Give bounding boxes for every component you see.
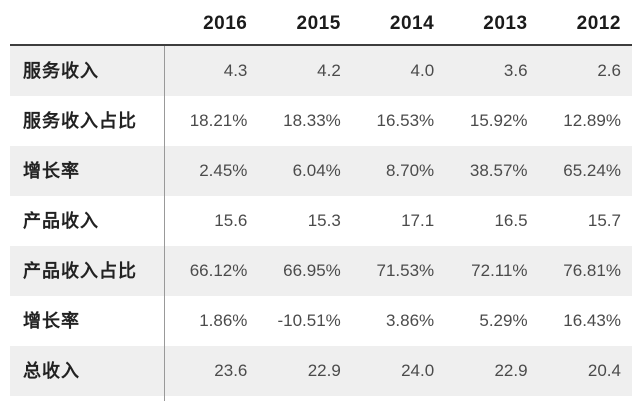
column-separator xyxy=(164,46,165,401)
cell-value: 5.29% xyxy=(479,311,528,330)
cell-value: 15.92% xyxy=(469,111,528,130)
cell-value: 16.43% xyxy=(563,311,621,330)
cell-value: 76.81% xyxy=(563,261,621,280)
cell-value: 38.57% xyxy=(469,161,528,180)
cell-value: 16.5 xyxy=(494,211,528,230)
header-divider xyxy=(10,44,632,46)
year-header: 2015 xyxy=(296,13,341,34)
year-header: 2014 xyxy=(389,13,435,34)
cell-value: 20.4 xyxy=(587,361,621,380)
cell-value: 4.3 xyxy=(223,61,248,80)
row-label: 总收入 xyxy=(23,361,80,381)
cell-value: 1.86% xyxy=(199,311,248,330)
cell-value: 65.24% xyxy=(563,161,621,180)
cell-value: 2.6 xyxy=(597,61,621,80)
table-row: 服务收入占比 18.21% 18.33% 16.53% 15.92% 12.89% xyxy=(10,96,632,146)
year-header: 2016 xyxy=(203,13,248,34)
row-label: 服务收入 xyxy=(23,61,99,81)
cell-value: 2.45% xyxy=(199,161,248,180)
table-row: 总收入 23.6 22.9 24.0 22.9 20.4 xyxy=(10,346,632,396)
cell-value: 18.21% xyxy=(189,111,248,130)
table-row: 产品收入 15.6 15.3 17.1 16.5 15.7 xyxy=(10,196,632,246)
cell-value: 15.3 xyxy=(307,211,341,230)
cell-value: 24.0 xyxy=(401,361,435,380)
table-body: 服务收入 4.3 4.2 4.0 3.6 2.6 服务收入占比 18.21% 18.33% 16.… xyxy=(10,46,632,396)
cell-value: 8.70% xyxy=(385,161,435,180)
cell-value: 4.0 xyxy=(410,61,435,80)
row-label: 服务收入占比 xyxy=(23,111,137,131)
table-row: 服务收入 4.3 4.2 4.0 3.6 2.6 xyxy=(10,46,632,96)
cell-value: 17.1 xyxy=(401,211,435,230)
table-row: 增长率 1.86% -10.51% 3.86% 5.29% 16.43% xyxy=(10,296,632,346)
row-label: 增长率 xyxy=(23,311,80,331)
cell-value: 72.11% xyxy=(471,261,528,280)
cell-value: 71.53% xyxy=(376,261,435,280)
cell-value: 15.7 xyxy=(587,211,621,230)
cell-value: 6.04% xyxy=(292,161,341,180)
cell-value: 16.53% xyxy=(376,111,435,130)
year-header-row: 2016 2015 2014 2013 2012 xyxy=(165,0,632,44)
cell-value: 23.6 xyxy=(214,361,248,380)
cell-value: 4.2 xyxy=(317,61,341,80)
table-row: 产品收入占比 66.12% 66.95% 71.53% 72.11% 76.81% xyxy=(10,246,632,296)
cell-value: 18.33% xyxy=(283,111,341,130)
cell-value: 15.6 xyxy=(214,211,248,230)
cell-value: 3.6 xyxy=(503,61,528,80)
cell-value: 22.9 xyxy=(307,361,341,380)
cell-value: -10.51% xyxy=(277,311,341,330)
year-header: 2013 xyxy=(483,13,528,34)
row-label: 增长率 xyxy=(23,161,80,181)
cell-value: 66.95% xyxy=(283,261,341,280)
cell-value: 12.89% xyxy=(563,111,621,130)
cell-value: 66.12% xyxy=(189,261,248,280)
year-header: 2012 xyxy=(576,13,621,34)
cell-value: 22.9 xyxy=(494,361,528,380)
row-label: 产品收入占比 xyxy=(23,261,137,281)
row-label: 产品收入 xyxy=(23,211,99,231)
table-row: 增长率 2.45% 6.04% 8.70% 38.57% 65.24% xyxy=(10,146,632,196)
cell-value: 3.86% xyxy=(385,311,435,330)
